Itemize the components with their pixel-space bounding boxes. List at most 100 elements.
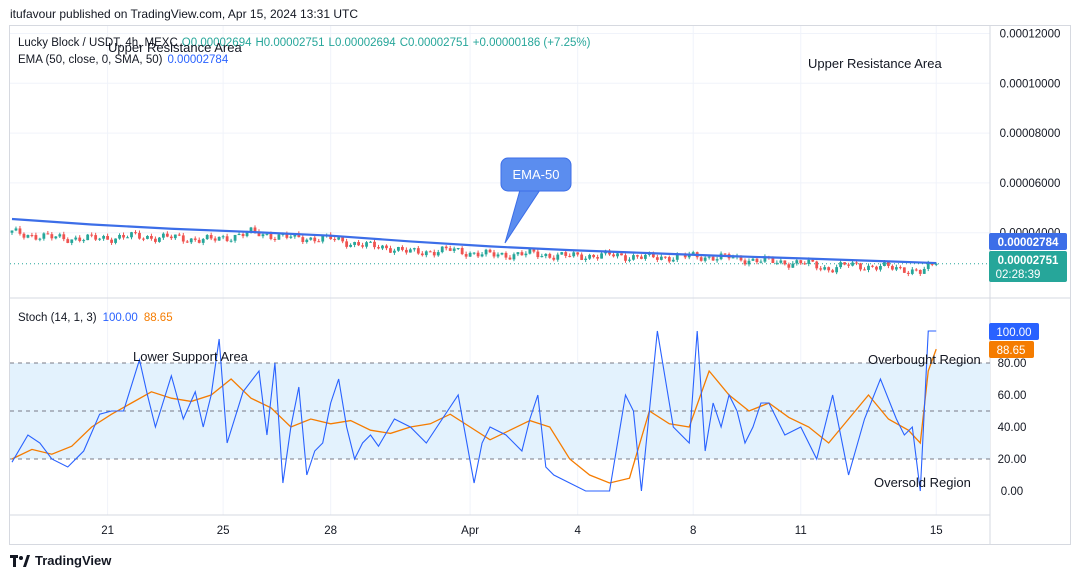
candle-body [584,258,588,260]
candle-body [373,241,376,248]
price-tick-label: 0.00006000 [1000,178,1061,190]
candle-body [468,252,472,257]
candle-body [739,255,743,261]
candle-body [165,233,169,237]
candle-body [823,267,827,270]
candle-body [783,260,787,265]
candle-body [540,256,544,258]
candle-body [157,237,161,242]
candle-body [763,256,767,262]
candle-body [703,257,707,261]
candle-body [867,265,870,270]
candle-body [134,232,137,234]
candle-body [305,239,309,242]
candle-body [528,249,532,254]
candle-body [620,253,623,256]
candle-body [524,253,528,256]
candle-body [393,250,396,253]
candle-body [588,254,592,259]
candle-body [201,239,205,243]
candle-body [138,232,141,239]
candle-body [807,259,811,264]
candle-body [827,267,831,271]
candle-body [90,234,94,236]
time-tick-label: 21 [101,525,114,537]
candle-body [831,270,835,273]
candle-body [839,262,843,268]
candle-body [847,264,850,266]
candle-body [233,234,237,241]
candle-body [70,239,74,243]
candle-body [472,252,476,254]
candle-body [456,248,460,250]
candle-body [102,236,106,239]
candle-body [683,254,687,258]
candle-body [512,254,516,260]
candle-body [38,238,42,240]
candle-body [628,259,631,261]
candle-body [711,256,715,261]
candle-body [397,246,400,251]
candle-body [237,234,241,236]
svg-text:88.65: 88.65 [997,345,1026,357]
candle-body [34,235,38,240]
candle-body [185,241,189,243]
candle-body [229,240,233,242]
candle-body [154,238,157,242]
stoch-tick-label: 40.00 [998,422,1027,434]
candle-body [285,233,289,238]
candle-body [317,241,321,243]
candle-body [926,263,930,269]
stoch-tick-label: 0.00 [1001,486,1023,498]
candle-body [552,257,556,260]
candle-body [142,238,145,240]
tradingview-brand[interactable]: TradingView [10,553,111,568]
stoch-band-lines [10,362,990,460]
candle-body [659,256,663,260]
candle-body [62,234,66,240]
candle-body [66,239,70,243]
candle-body [150,235,153,239]
candle-body [496,254,500,257]
stoch-d-line [11,348,937,484]
candle-body [476,252,480,257]
candle-body [811,259,815,262]
stoch-k-line [11,330,937,492]
ema-price-badge: 0.00002784 [989,233,1067,250]
candle-body [444,246,448,249]
candle-body [500,252,504,255]
candle-body [86,234,90,241]
candle-body [568,255,572,257]
candle-body [480,254,484,257]
candle-body [755,258,759,263]
candle-body [14,228,18,231]
candle-body [747,260,751,265]
candle-body [640,256,643,259]
candle-body [357,242,360,246]
candle-body [432,251,436,256]
candle-body [345,241,349,247]
stoch-k-badge: 100.00 [989,323,1039,340]
candle-body [452,248,456,251]
candle-body [902,267,906,273]
candle-body [548,253,552,258]
candle-body [655,257,659,260]
candle-body [110,239,113,243]
candle-body [536,251,540,258]
candle-body [779,260,783,263]
candle-body [412,248,416,250]
candle-body [484,249,488,255]
candle-body [875,266,878,270]
svg-text:02:28:39: 02:28:39 [996,269,1041,281]
last-price-badge: 0.00002751 02:28:39 [989,251,1067,282]
candle-body [122,234,125,238]
candle-body [58,234,62,237]
candle-body [632,255,635,260]
candle-body [193,238,197,240]
time-tick-label: 4 [574,525,581,537]
candle-body [687,254,691,258]
candle-body [887,262,890,266]
svg-text:100.00: 100.00 [996,327,1031,339]
candle-body [341,237,345,242]
